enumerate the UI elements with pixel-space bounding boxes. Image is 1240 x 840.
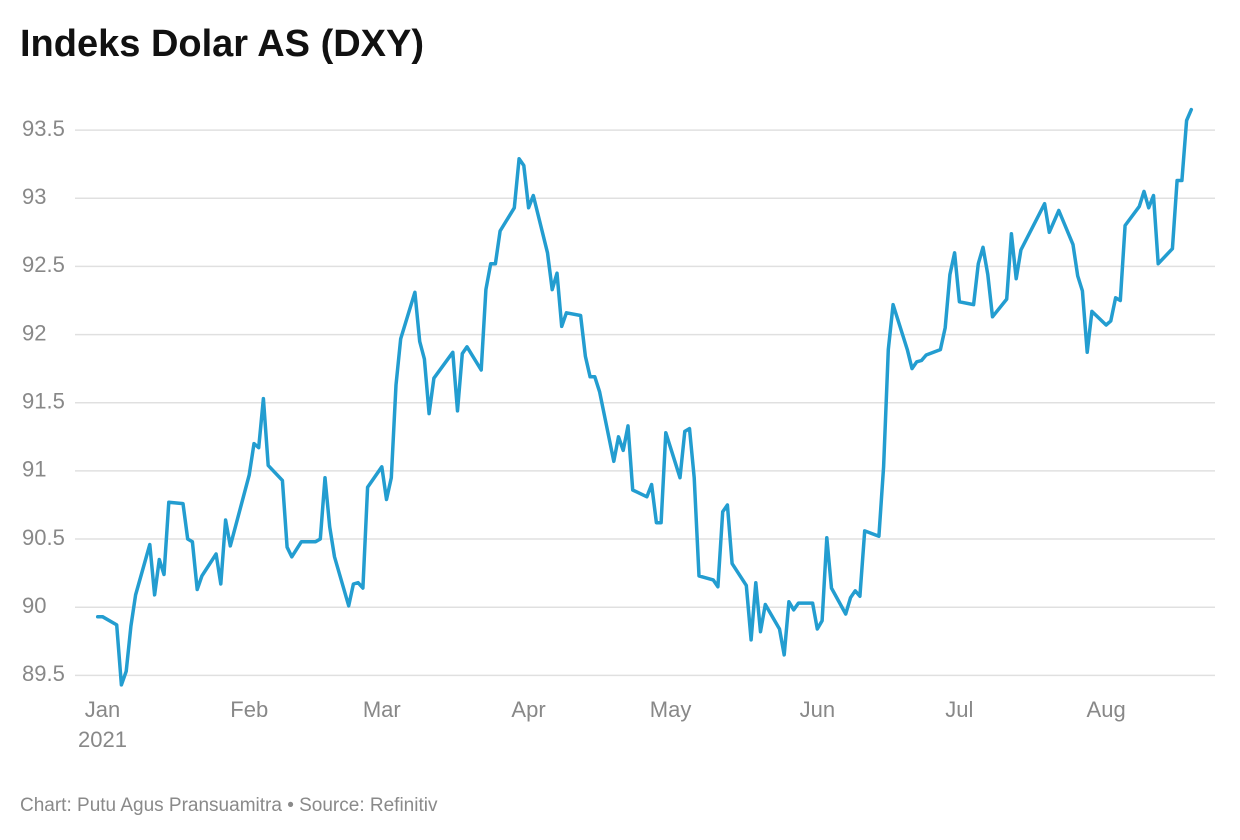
y-tick-label: 93.5 [22, 116, 65, 141]
x-year-label: 2021 [78, 727, 127, 752]
x-tick-label: Jan [85, 697, 120, 722]
x-tick-label: Jun [800, 697, 835, 722]
y-tick-label: 90 [22, 593, 46, 618]
price-line [95, 107, 1194, 687]
y-tick-label: 93 [22, 184, 46, 209]
x-tick-label: Mar [363, 697, 401, 722]
chart-title: Indeks Dolar AS (DXY) [20, 23, 424, 65]
x-tick-label: May [650, 697, 692, 722]
x-tick-label: Jul [945, 697, 973, 722]
source-note: Chart: Putu Agus Pransuamitra • Source: … [20, 795, 438, 816]
x-tick-label: Feb [230, 697, 268, 722]
y-tick-label: 92.5 [22, 252, 65, 277]
x-tick-label: Apr [511, 697, 545, 722]
y-tick-label: 89.5 [22, 661, 65, 686]
x-tick-label: Aug [1087, 697, 1126, 722]
y-tick-label: 91 [22, 457, 46, 482]
y-tick-label: 90.5 [22, 525, 65, 550]
y-tick-label: 92 [22, 320, 46, 345]
y-tick-label: 91.5 [22, 389, 65, 414]
